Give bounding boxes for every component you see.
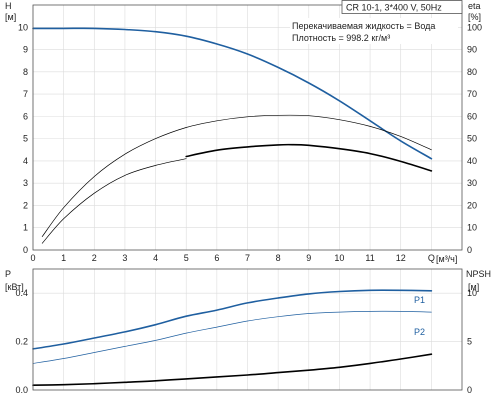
y2-tick-label: 70 [467, 89, 477, 99]
series-0-0-line [32, 27, 433, 160]
x-tick-label: 10 [334, 253, 344, 263]
y2-tick-label: 80 [467, 67, 477, 77]
x-tick-label: 0 [30, 253, 35, 263]
y-tick-label: 1 [23, 223, 28, 233]
y2-axis-unit: [%] [468, 12, 481, 22]
x-tick-label: 8 [276, 253, 281, 263]
y-tick-label: 6 [23, 111, 28, 121]
y2-tick-label: 40 [467, 156, 477, 166]
liquid-annotation: Перекачиваемая жидкость = Вода [292, 21, 435, 31]
x-tick-label: 9 [306, 253, 311, 263]
power-axis-unit: [кВт] [5, 282, 24, 292]
lower-chart-ticks: 0.0 0.2 0.4 0 5 10 [15, 288, 477, 395]
title-box [341, 0, 463, 14]
lower-chart-frame [32, 268, 463, 391]
y2-tick-label: 5 [467, 337, 472, 347]
x-axis-unit: [м³/ч] [436, 254, 457, 264]
density-annotation: Плотность = 998.2 кг/м³ [292, 33, 390, 43]
y2-tick-label: 50 [467, 134, 477, 144]
y2-tick-label: 0 [467, 385, 472, 395]
series-1-2-line [32, 353, 433, 386]
y-tick-label: 0 [23, 245, 28, 255]
y2-tick-label: 60 [467, 111, 477, 121]
chart-title: CR 10-1, 3*400 V, 50Hz [346, 3, 442, 13]
lower-chart-series [32, 289, 433, 386]
y2-tick-label: 100 [467, 22, 482, 32]
series-0-2-line [185, 143, 433, 172]
y2-tick-label: 20 [467, 200, 477, 210]
y-tick-label: 3 [23, 178, 28, 188]
y-tick-label: 10 [18, 22, 28, 32]
y-tick-label: 9 [23, 45, 28, 55]
y-axis-unit: [м] [5, 12, 16, 22]
y2-tick-label: 10 [467, 288, 477, 298]
x-tick-label: 6 [214, 253, 219, 263]
series-p1-line [32, 289, 433, 350]
series-p2-line [32, 310, 432, 364]
series-label-p2: P2 [414, 327, 425, 337]
x-tick-label: 11 [365, 253, 374, 263]
y2-tick-label: 90 [467, 45, 477, 55]
y2-tick-label: 30 [467, 178, 477, 188]
y-tick-label: 5 [23, 134, 28, 144]
series-label-p1: P1 [414, 295, 425, 305]
y-tick-label: 0.2 [15, 337, 28, 347]
y-tick-label: 2 [23, 200, 28, 210]
info-background [290, 18, 458, 44]
lower-chart-grid [32, 269, 462, 391]
y2-tick-label: 0 [467, 245, 472, 255]
x-tick-label: 2 [92, 253, 97, 263]
upper-chart-ticks: 0 1 2 3 4 5 6 7 8 9 10 11 12 Q01234567891001020304050… [18, 22, 482, 263]
upper-chart-grid [32, 5, 462, 251]
x-tick-label: Q [428, 253, 435, 263]
y2-tick-label: 10 [467, 223, 477, 233]
y-tick-label: 7 [23, 89, 28, 99]
y-tick-label: 4 [23, 156, 28, 166]
series-0-3-line [41, 158, 187, 244]
x-tick-label: 5 [184, 253, 189, 263]
upper-chart-series [32, 27, 433, 244]
y-axis-label: H [5, 1, 12, 11]
x-tick-label: 4 [153, 253, 158, 263]
x-tick-label: 7 [245, 253, 250, 263]
upper-chart-frame [32, 4, 463, 251]
power-axis-label: P [5, 269, 11, 279]
y-tick-label: 0.0 [15, 385, 28, 395]
x-tick-label: 3 [122, 253, 127, 263]
y2-axis-label: eta [468, 1, 481, 11]
npsh-axis-unit: [м] [468, 282, 479, 292]
y-tick-label: 0.4 [15, 288, 28, 298]
x-tick-label: 12 [396, 253, 406, 263]
npsh-axis-label: NPSH [466, 269, 491, 279]
x-tick-label: 1 [61, 253, 66, 263]
y-tick-label: 8 [23, 67, 28, 77]
series-0-1-line [41, 114, 432, 237]
